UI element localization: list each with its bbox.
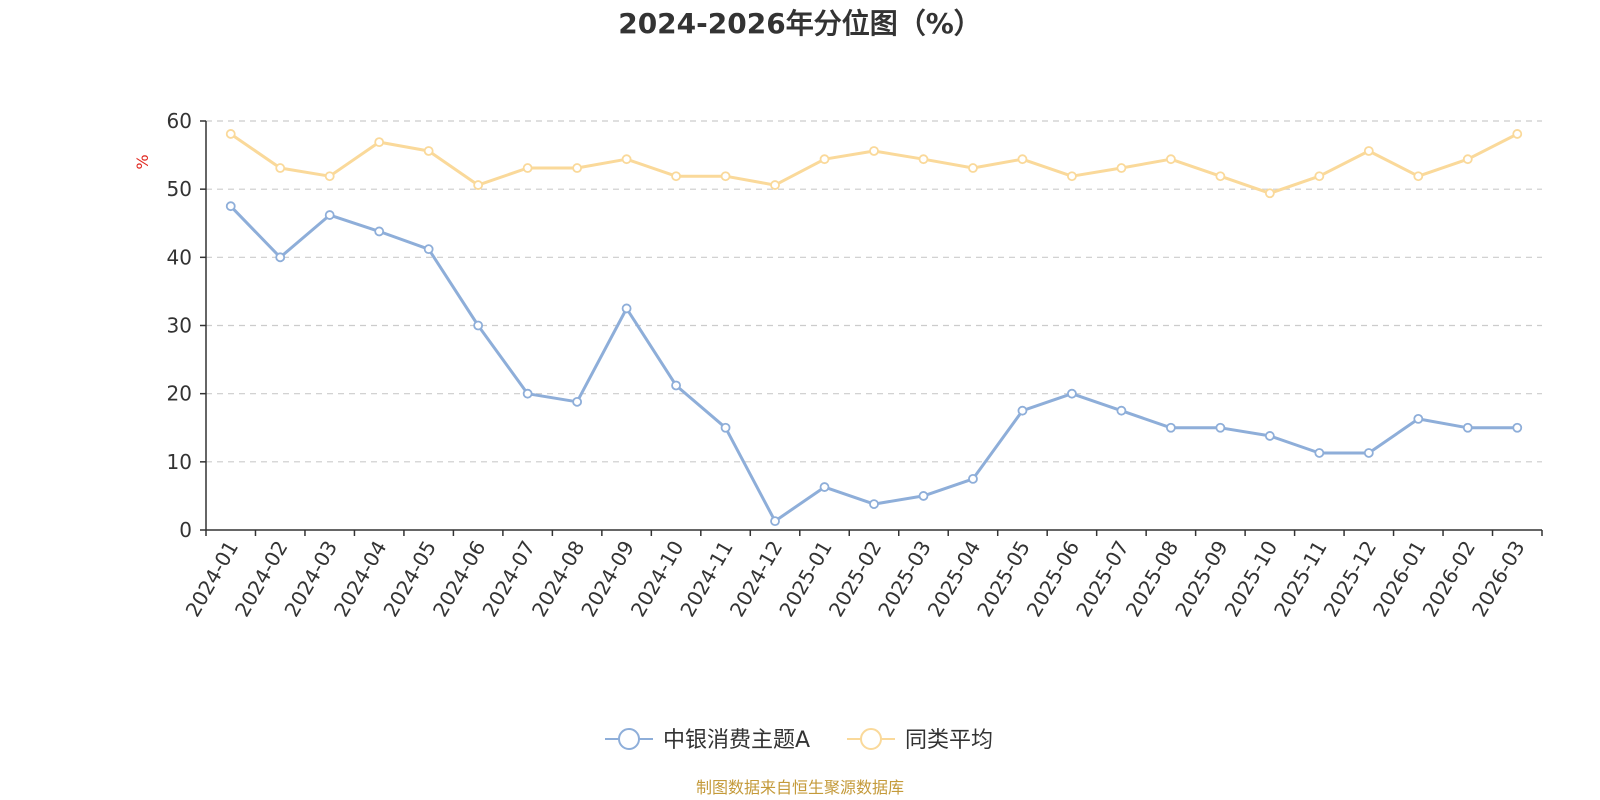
data-point[interactable] — [720, 171, 731, 182]
data-point[interactable] — [324, 210, 335, 220]
data-point[interactable] — [869, 499, 879, 509]
data-point[interactable] — [1512, 422, 1523, 433]
data-point[interactable] — [225, 129, 236, 139]
series-1 — [225, 201, 1523, 527]
data-point[interactable] — [1363, 146, 1374, 156]
series-lines — [225, 129, 1523, 527]
data-point[interactable] — [1215, 171, 1226, 182]
series-line — [229, 205, 1518, 523]
data-point[interactable] — [671, 380, 681, 391]
data-point[interactable] — [275, 163, 286, 173]
data-point[interactable] — [1413, 413, 1424, 424]
y-tick-label: 60 — [167, 109, 192, 133]
legend-item[interactable]: 中银消费主题A — [605, 728, 810, 753]
data-point[interactable] — [671, 171, 681, 182]
data-point[interactable] — [621, 154, 632, 165]
data-point[interactable] — [1116, 163, 1127, 173]
data-point[interactable] — [1314, 448, 1325, 458]
y-tick-label: 0 — [179, 518, 192, 542]
data-point[interactable] — [423, 244, 434, 255]
data-point[interactable] — [1512, 129, 1523, 139]
grid-lines — [206, 120, 1542, 463]
data-point[interactable] — [1067, 171, 1077, 182]
data-point[interactable] — [1413, 171, 1424, 182]
data-point[interactable] — [819, 154, 830, 165]
data-point[interactable] — [1165, 154, 1176, 165]
data-point[interactable] — [1462, 422, 1473, 433]
series-2 — [225, 129, 1523, 199]
y-tick-label: 50 — [167, 177, 192, 201]
data-point[interactable] — [1215, 422, 1226, 433]
legend-label: 同类平均 — [905, 728, 993, 753]
data-point[interactable] — [1264, 188, 1275, 199]
y-axis-unit-label: % — [133, 154, 152, 169]
data-point[interactable] — [473, 320, 484, 331]
data-point[interactable] — [572, 396, 583, 407]
data-point[interactable] — [522, 388, 533, 399]
data-point[interactable] — [374, 137, 385, 148]
data-point[interactable] — [1165, 422, 1176, 433]
data-point[interactable] — [1017, 405, 1028, 416]
legend[interactable]: 中银消费主题A 同类平均 — [605, 728, 993, 753]
data-point[interactable] — [1264, 431, 1275, 441]
data-point[interactable] — [918, 491, 929, 501]
data-point[interactable] — [275, 252, 286, 263]
y-tick-label: 30 — [167, 314, 192, 338]
data-point[interactable] — [473, 180, 484, 190]
data-point[interactable] — [819, 482, 830, 492]
data-point[interactable] — [374, 226, 385, 237]
data-point[interactable] — [621, 303, 632, 314]
legend-circle-icon — [618, 728, 640, 750]
data-point[interactable] — [1067, 388, 1077, 399]
data-point[interactable] — [770, 180, 780, 190]
data-point[interactable] — [1116, 405, 1127, 416]
data-point[interactable] — [770, 516, 780, 527]
data-point[interactable] — [423, 146, 434, 156]
axes: 01020304050602024-012024-022024-032024-0… — [167, 109, 1543, 621]
y-tick-label: 20 — [167, 382, 192, 406]
y-tick-label: 40 — [167, 245, 192, 269]
data-point[interactable] — [1017, 154, 1028, 165]
data-point[interactable] — [1314, 171, 1325, 182]
legend-item[interactable]: 同类平均 — [847, 728, 993, 753]
data-source-note: 制图数据来自恒生聚源数据库 — [696, 778, 904, 797]
data-point[interactable] — [869, 146, 879, 156]
data-point[interactable] — [522, 163, 533, 173]
chart-title: 2024-2026年分位图（%） — [618, 7, 982, 40]
legend-circle-icon — [860, 728, 882, 750]
data-point[interactable] — [1462, 154, 1473, 165]
data-point[interactable] — [324, 171, 335, 182]
data-point[interactable] — [225, 201, 236, 212]
series-line — [229, 132, 1518, 195]
y-tick-label: 10 — [167, 450, 192, 474]
data-point[interactable] — [918, 154, 929, 165]
data-point[interactable] — [968, 163, 978, 173]
data-point[interactable] — [968, 473, 978, 484]
legend-label: 中银消费主题A — [663, 728, 810, 753]
data-point[interactable] — [572, 163, 583, 173]
data-point[interactable] — [1363, 448, 1374, 458]
data-point[interactable] — [720, 422, 731, 433]
